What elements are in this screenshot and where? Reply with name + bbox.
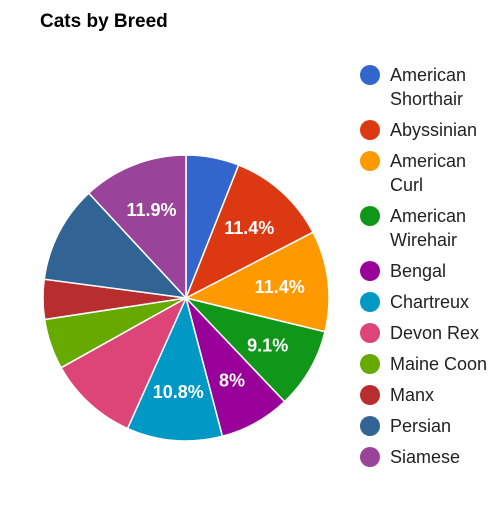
legend-item-maine-coon[interactable]: Maine Coon: [360, 352, 500, 376]
pie-slice-chartreux[interactable]: [126, 295, 224, 442]
legend-label-american-shorthair: American Shorthair: [390, 65, 467, 109]
pie-slices: [42, 154, 330, 442]
legend-item-abyssinian[interactable]: Abyssinian: [360, 118, 500, 142]
chart-legend: American Shorthair Abyssinian American Cur…: [360, 63, 500, 476]
legend-swatch-maine-coon: [360, 354, 380, 374]
pie-slice-siamese[interactable]: [87, 154, 187, 300]
pie-chart: 11.4% 11.4% 9.1%8% 10.8% 11.9%: [42, 154, 330, 442]
legend-swatch-persian: [360, 416, 380, 436]
pie-slice-abyssinian[interactable]: [184, 164, 315, 300]
legend-label-abyssinian: Abyssinian: [390, 120, 478, 140]
pie-slice-labels: 11.4% 11.4% 9.1%8% 10.8% 11.9%: [127, 200, 305, 402]
legend-item-devon-rex[interactable]: Devon Rex: [360, 321, 500, 345]
legend-label-american-curl: American Curl: [390, 151, 467, 195]
slice-label-chartreux: 10.8%: [153, 382, 204, 402]
pie-slice-american-curl[interactable]: [183, 231, 330, 333]
legend-swatch-american-curl: [360, 151, 380, 171]
slice-label-american-curl: 11.4%: [255, 277, 305, 297]
legend-item-bengal[interactable]: Bengal: [360, 259, 500, 283]
legend-swatch-american-wirehair: [360, 206, 380, 226]
legend-item-siamese[interactable]: Siamese: [360, 445, 500, 469]
legend-item-chartreux[interactable]: Chartreux: [360, 290, 500, 314]
pie-slice-devon-rex[interactable]: [60, 296, 188, 430]
legend-swatch-american-shorthair: [360, 65, 380, 85]
chart-title: Cats by Breed: [40, 11, 168, 32]
legend-item-american-wirehair[interactable]: American Wirehair: [360, 204, 500, 252]
legend-label-american-wirehair: American Wirehair: [390, 206, 467, 250]
legend-label-maine-coon: Maine Coon: [390, 354, 488, 374]
pie-slice-american-wirehair[interactable]: [183, 296, 326, 403]
legend-swatch-chartreux: [360, 292, 380, 312]
legend-swatch-bengal: [360, 261, 380, 281]
slice-label-abyssinian: 11.4%: [224, 218, 274, 238]
legend-item-manx[interactable]: Manx: [360, 383, 500, 407]
legend-item-american-curl[interactable]: American Curl: [360, 149, 500, 197]
legend-item-american-shorthair[interactable]: American Shorthair: [360, 63, 500, 111]
legend-label-devon-rex: Devon Rex: [390, 323, 480, 343]
slice-label-american-wirehair: 9.1%: [247, 335, 288, 355]
legend-swatch-abyssinian: [360, 120, 380, 140]
legend-label-siamese: Siamese: [390, 447, 461, 467]
legend-label-manx: Manx: [390, 385, 435, 405]
legend-label-persian: Persian: [390, 416, 452, 436]
legend-swatch-siamese: [360, 447, 380, 467]
legend-item-persian[interactable]: Persian: [360, 414, 500, 438]
legend-label-chartreux: Chartreux: [390, 292, 470, 312]
pie-slice-persian[interactable]: [43, 192, 188, 300]
legend-label-bengal: Bengal: [390, 261, 447, 281]
legend-swatch-devon-rex: [360, 323, 380, 343]
slice-label-siamese: 11.9%: [127, 200, 177, 220]
legend-swatch-manx: [360, 385, 380, 405]
slice-label-bengal: 8%: [219, 370, 245, 390]
